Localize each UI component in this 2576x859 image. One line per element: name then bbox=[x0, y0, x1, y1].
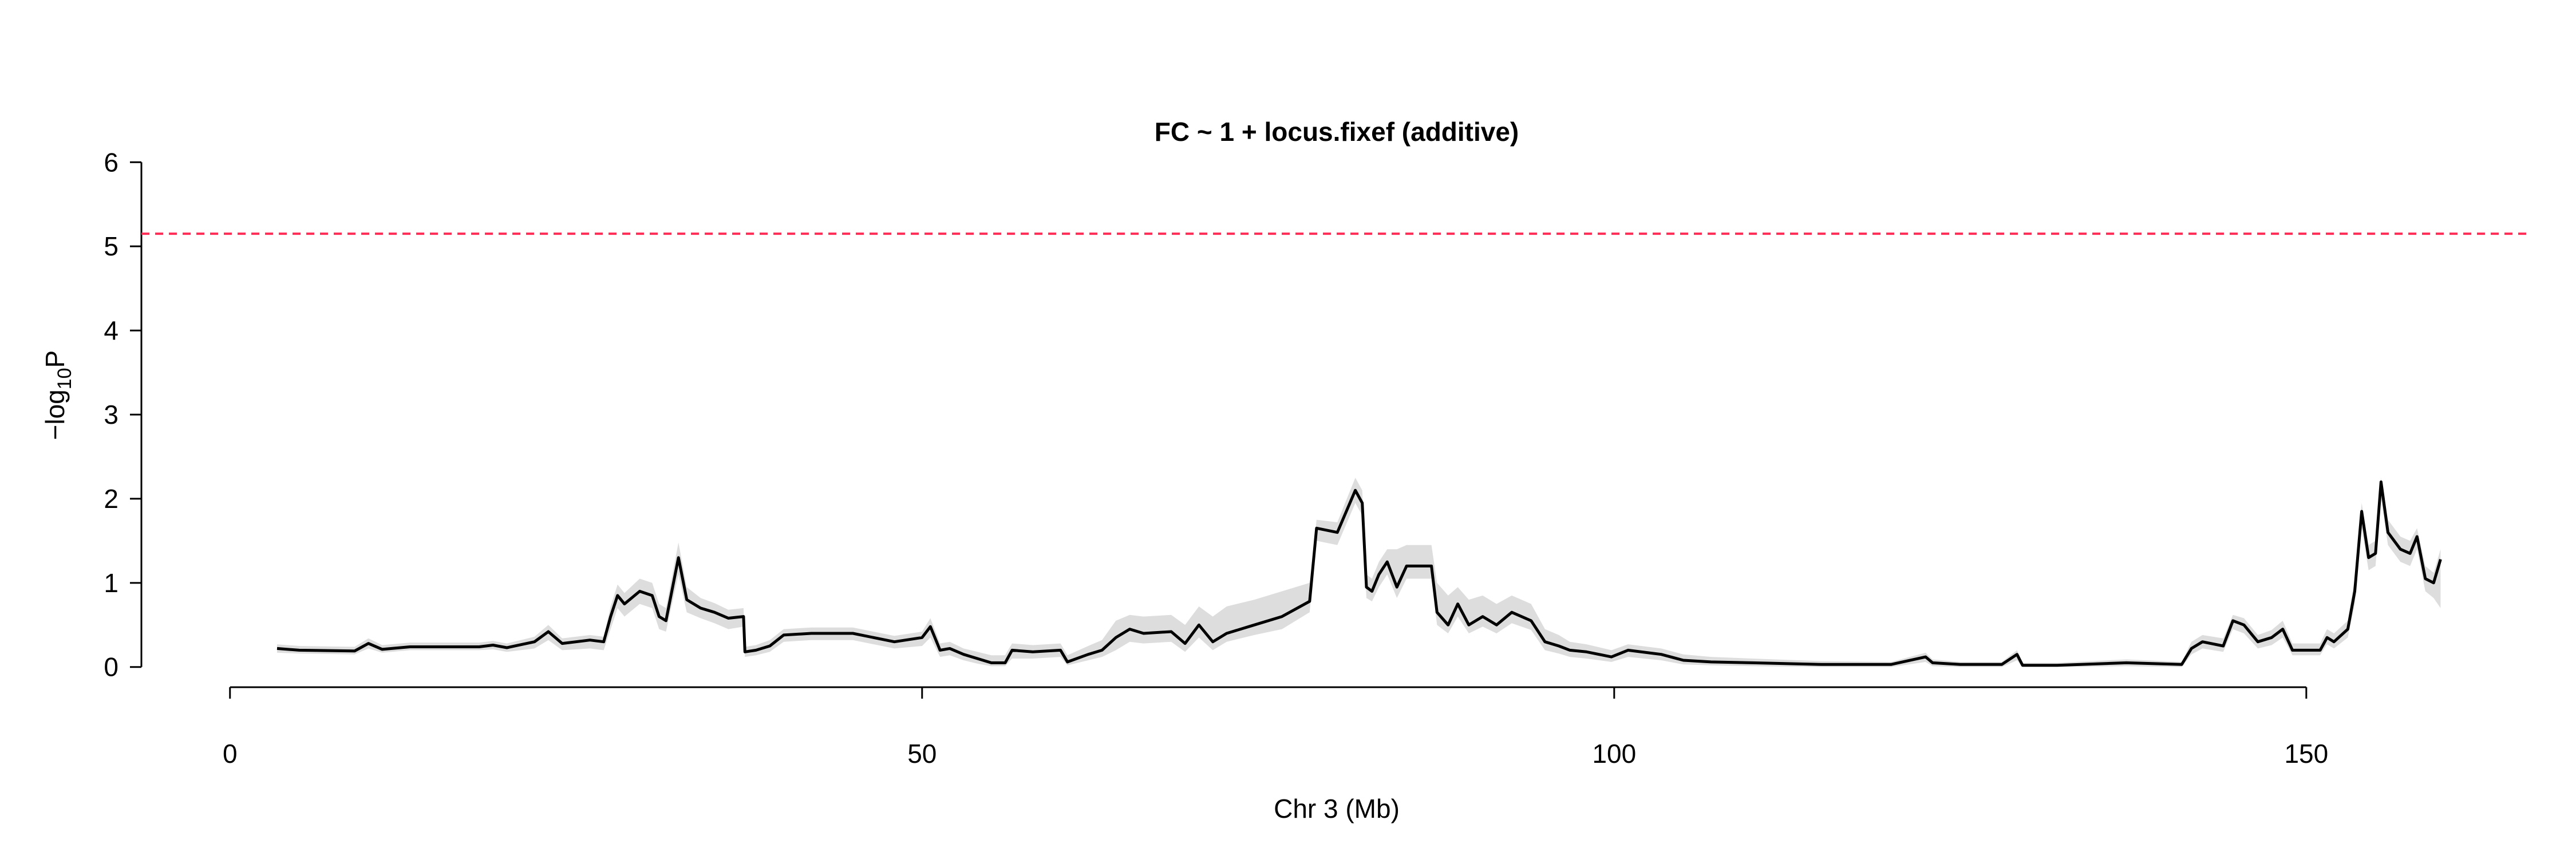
x-tick-label: 50 bbox=[907, 739, 937, 769]
x-tick-label: 100 bbox=[1592, 739, 1636, 769]
y-label-prefix: −log bbox=[40, 389, 70, 440]
y-tick-label: 4 bbox=[104, 316, 118, 345]
y-tick-label: 5 bbox=[104, 231, 118, 261]
chart-title: FC ~ 1 + locus.fixef (additive) bbox=[1155, 117, 1519, 147]
y-tick-label: 6 bbox=[104, 147, 118, 177]
y-tick-label: 3 bbox=[104, 400, 118, 430]
x-tick-label: 150 bbox=[2284, 739, 2328, 769]
y-label-suffix: P bbox=[40, 350, 70, 368]
y-label-subscript: 10 bbox=[54, 368, 76, 389]
y-tick-label: 2 bbox=[104, 484, 118, 514]
x-axis-label: Chr 3 (Mb) bbox=[1274, 794, 1400, 823]
x-tick-label: 0 bbox=[223, 739, 238, 769]
confidence-band bbox=[277, 478, 2441, 667]
series-line bbox=[276, 480, 2442, 667]
y-tick-label: 0 bbox=[104, 652, 118, 682]
y-tick-label: 1 bbox=[104, 568, 118, 598]
y-axis-label: −log10P bbox=[40, 350, 76, 440]
